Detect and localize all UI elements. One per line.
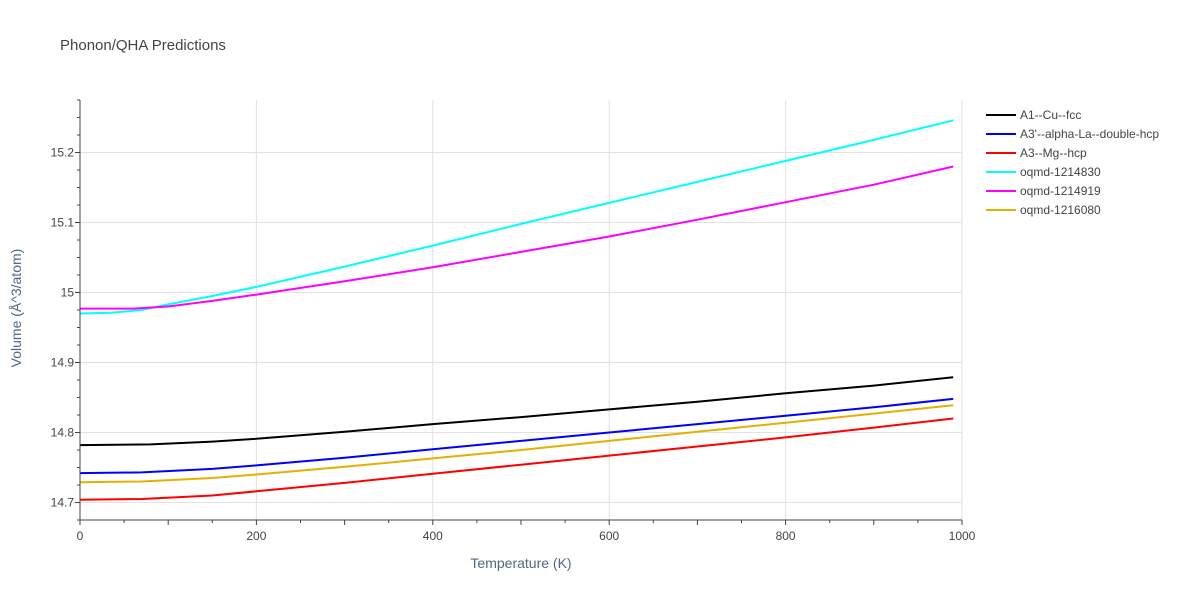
x-tick-label: 0 (77, 529, 84, 543)
legend-label: oqmd-1214830 (1020, 165, 1101, 179)
x-axis-title: Temperature (K) (470, 555, 571, 571)
y-tick-label: 14.9 (51, 356, 75, 370)
series-line-oqmd-1214830[interactable] (79, 119, 954, 315)
x-tick-label: 800 (776, 529, 796, 543)
chart-title: Phonon/QHA Predictions (60, 37, 226, 54)
legend-label: A1--Cu--fcc (1020, 108, 1081, 122)
legend-item[interactable]: A1--Cu--fcc (986, 108, 1081, 122)
series-line-A3--Mg--hcp[interactable] (79, 417, 954, 501)
y-tick-label: 15.1 (51, 216, 75, 230)
legend-item[interactable]: oqmd-1214919 (986, 184, 1101, 198)
x-tick-label: 400 (423, 529, 443, 543)
series-line-oqmd-1214919[interactable] (80, 165, 954, 310)
legend-label: A3--Mg--hcp (1020, 146, 1087, 160)
legend-label: oqmd-1216080 (1020, 203, 1101, 217)
legend-item[interactable]: A3--Mg--hcp (986, 146, 1087, 160)
series-line-oqmd-1216080[interactable] (79, 404, 954, 484)
x-tick-label: 200 (246, 529, 266, 543)
legend-label: oqmd-1214919 (1020, 184, 1101, 198)
x-tick-label: 1000 (949, 529, 976, 543)
legend-item[interactable]: oqmd-1216080 (986, 203, 1101, 217)
x-tick-label: 600 (599, 529, 619, 543)
y-tick-label: 14.8 (51, 426, 75, 440)
y-tick-label: 14.7 (51, 496, 75, 510)
gridlines (80, 100, 963, 520)
y-axis-title: Volume (Å^3/atom) (8, 249, 24, 368)
axes: 0 200 400 600 800 1000 14.7 14.8 14.9 15 15.1 15.2 (51, 99, 976, 543)
legend[interactable]: A1--Cu--fcc A3'--alpha-La--double-hcp A3--… (986, 108, 1159, 217)
legend-label: A3'--alpha-La--double-hcp (1020, 127, 1159, 141)
series-line-A1--Cu--fcc[interactable] (79, 376, 954, 447)
series-line-A3'--alpha-La--double-hcp[interactable] (79, 397, 954, 475)
legend-item[interactable]: A3'--alpha-La--double-hcp (986, 127, 1159, 141)
y-tick-label: 15.2 (51, 146, 75, 160)
plot-area[interactable] (79, 119, 954, 501)
legend-item[interactable]: oqmd-1214830 (986, 165, 1101, 179)
y-tick-label: 15 (61, 286, 75, 300)
